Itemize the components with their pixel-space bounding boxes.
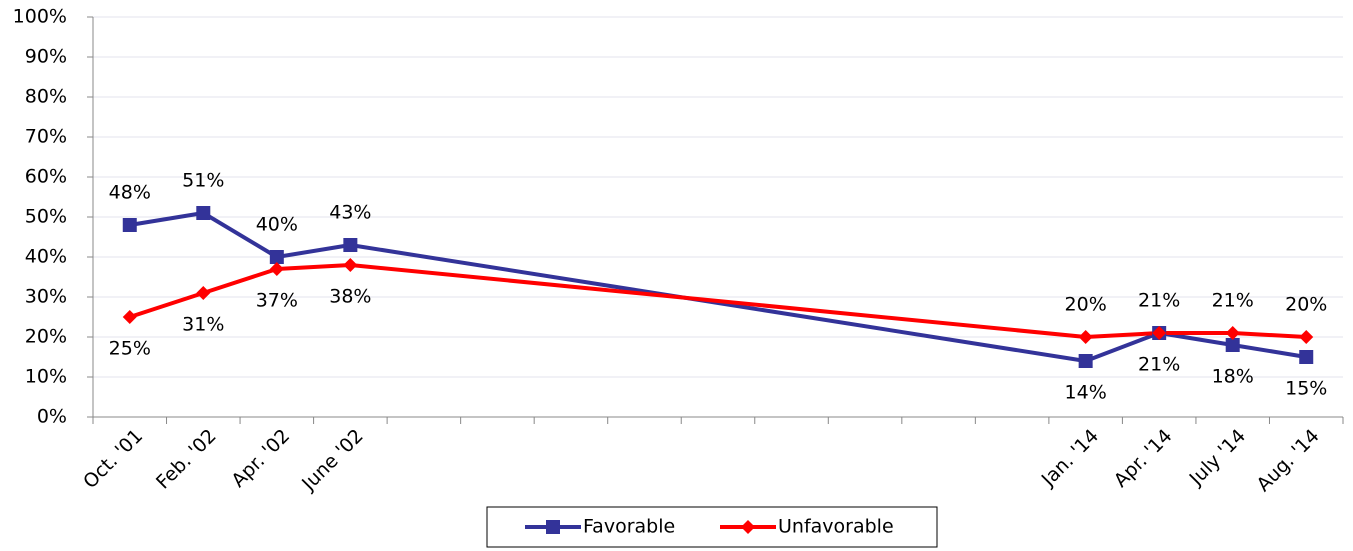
data-label: 25% <box>109 338 151 360</box>
marker <box>1299 350 1314 364</box>
data-label: 21% <box>1212 290 1254 312</box>
series-line <box>129 263 1307 339</box>
x-tick-label: Oct. '01 <box>79 425 147 493</box>
marker <box>343 258 358 272</box>
y-tick-label: 100% <box>13 6 67 28</box>
y-tick-label: 90% <box>25 46 67 68</box>
x-tick-label: Apr. '02 <box>227 425 294 492</box>
y-tick-label: 70% <box>25 126 67 148</box>
marker <box>122 310 137 324</box>
marker <box>1152 326 1167 340</box>
y-tick-label: 0% <box>37 406 67 428</box>
marker <box>1225 338 1240 352</box>
marker <box>1078 330 1093 344</box>
x-tick-label: Aug. '14 <box>1253 425 1324 496</box>
y-tick-label: 40% <box>25 246 67 268</box>
marker <box>122 218 137 232</box>
data-label: 43% <box>329 202 371 224</box>
data-label: 21% <box>1138 290 1180 312</box>
x-tick-label: Apr. '14 <box>1110 425 1177 492</box>
legend-marker <box>741 520 755 534</box>
y-tick-label: 50% <box>25 206 67 228</box>
y-tick-label: 30% <box>25 286 67 308</box>
data-label: 21% <box>1138 354 1180 376</box>
data-label: 15% <box>1285 378 1327 400</box>
data-label: 37% <box>256 290 298 312</box>
legend-marker <box>546 520 560 534</box>
data-label: 20% <box>1285 294 1327 316</box>
legend-label: Unfavorable <box>778 516 894 538</box>
y-tick-label: 60% <box>25 166 67 188</box>
marker <box>343 238 358 252</box>
marker <box>1078 354 1093 368</box>
series-line <box>129 211 1307 363</box>
marker <box>1299 330 1314 344</box>
y-tick-label: 80% <box>25 86 67 108</box>
legend-label: Favorable <box>583 516 675 538</box>
data-label: 20% <box>1065 294 1107 316</box>
data-label: 48% <box>109 182 151 204</box>
x-tick-label: Feb. '02 <box>152 425 221 494</box>
y-tick-label: 20% <box>25 326 67 348</box>
marker <box>269 250 284 264</box>
x-tick-label: June '02 <box>297 425 368 496</box>
marker <box>196 206 211 220</box>
data-label: 31% <box>182 314 224 336</box>
x-tick-label: July '14 <box>1185 425 1250 490</box>
x-tick-label: Jan. '14 <box>1037 425 1103 491</box>
marker <box>269 262 284 276</box>
marker <box>1225 326 1240 340</box>
data-label: 51% <box>182 170 224 192</box>
data-label: 14% <box>1065 382 1107 404</box>
data-label: 40% <box>256 214 298 236</box>
marker <box>196 286 211 300</box>
data-label: 18% <box>1212 366 1254 388</box>
data-label: 38% <box>329 286 371 308</box>
y-tick-label: 10% <box>25 366 67 388</box>
